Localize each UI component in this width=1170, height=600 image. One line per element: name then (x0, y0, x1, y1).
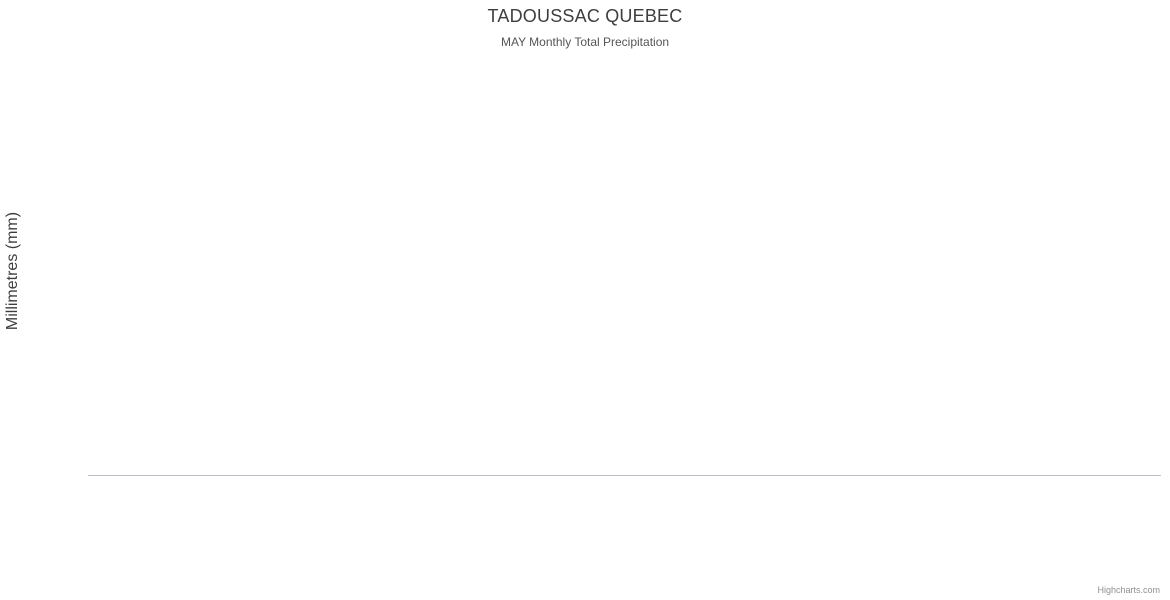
x-axis-line (88, 475, 1161, 476)
chart-subtitle: MAY Monthly Total Precipitation (500, 35, 670, 49)
chart-title: TADOUSSAC QUEBEC (487, 6, 683, 26)
y-axis-title: Millimetres (mm) (4, 211, 21, 331)
plot-area (88, 67, 1161, 475)
highcharts-credit-link[interactable]: Highcharts.com (1097, 585, 1160, 595)
